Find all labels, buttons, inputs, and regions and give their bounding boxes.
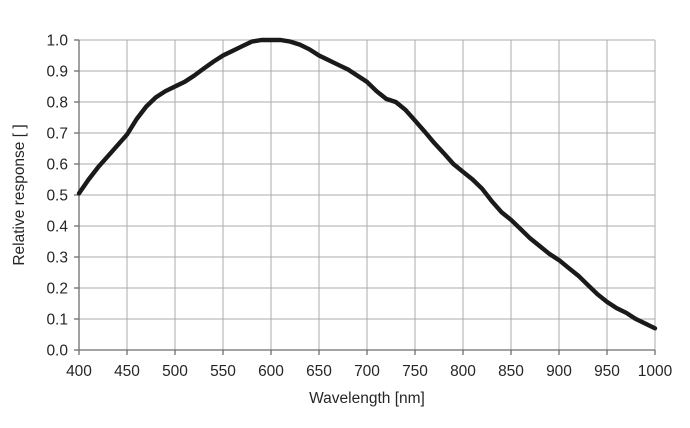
grid-layer	[78, 39, 656, 351]
y-tick-label: 0.7	[46, 126, 68, 143]
y-axis-title: Relative response [ ]	[11, 124, 28, 265]
y-tick-label: 0.6	[46, 157, 68, 174]
x-tick-label: 650	[306, 363, 332, 380]
y-tick-label: 0.5	[46, 188, 68, 205]
y-tick-label: 0.9	[46, 64, 68, 81]
y-tick-label: 0.2	[46, 281, 68, 298]
x-tick-label: 700	[354, 363, 380, 380]
label-layer: 400 450 500 550 600 650 700 750 800 850 900 950 1000…	[46, 33, 672, 381]
y-tick-label: 0.8	[46, 95, 68, 112]
x-tick-label: 900	[546, 363, 572, 380]
x-tick-label: 500	[162, 363, 188, 380]
y-tick-label: 0.4	[46, 219, 68, 236]
y-tick-label: 0.1	[46, 312, 68, 329]
y-tick-label: 1.0	[46, 33, 68, 50]
x-tick-label: 1000	[638, 363, 673, 380]
x-tick-label: 850	[498, 363, 524, 380]
y-tick-label: 0.3	[46, 250, 68, 267]
x-tick-label: 950	[594, 363, 620, 380]
x-tick-label: 450	[114, 363, 140, 380]
response-curve	[76, 37, 658, 331]
x-tick-label: 800	[450, 363, 476, 380]
x-tick-label: 400	[66, 363, 92, 380]
y-tick-label: 0.0	[46, 343, 68, 360]
axis-layer	[74, 39, 656, 355]
x-axis-title: Wavelength [nm]	[309, 390, 425, 407]
x-tick-label: 550	[210, 363, 236, 380]
x-tick-label: 750	[402, 363, 428, 380]
x-tick-label: 600	[258, 363, 284, 380]
curve-layer	[76, 37, 658, 331]
